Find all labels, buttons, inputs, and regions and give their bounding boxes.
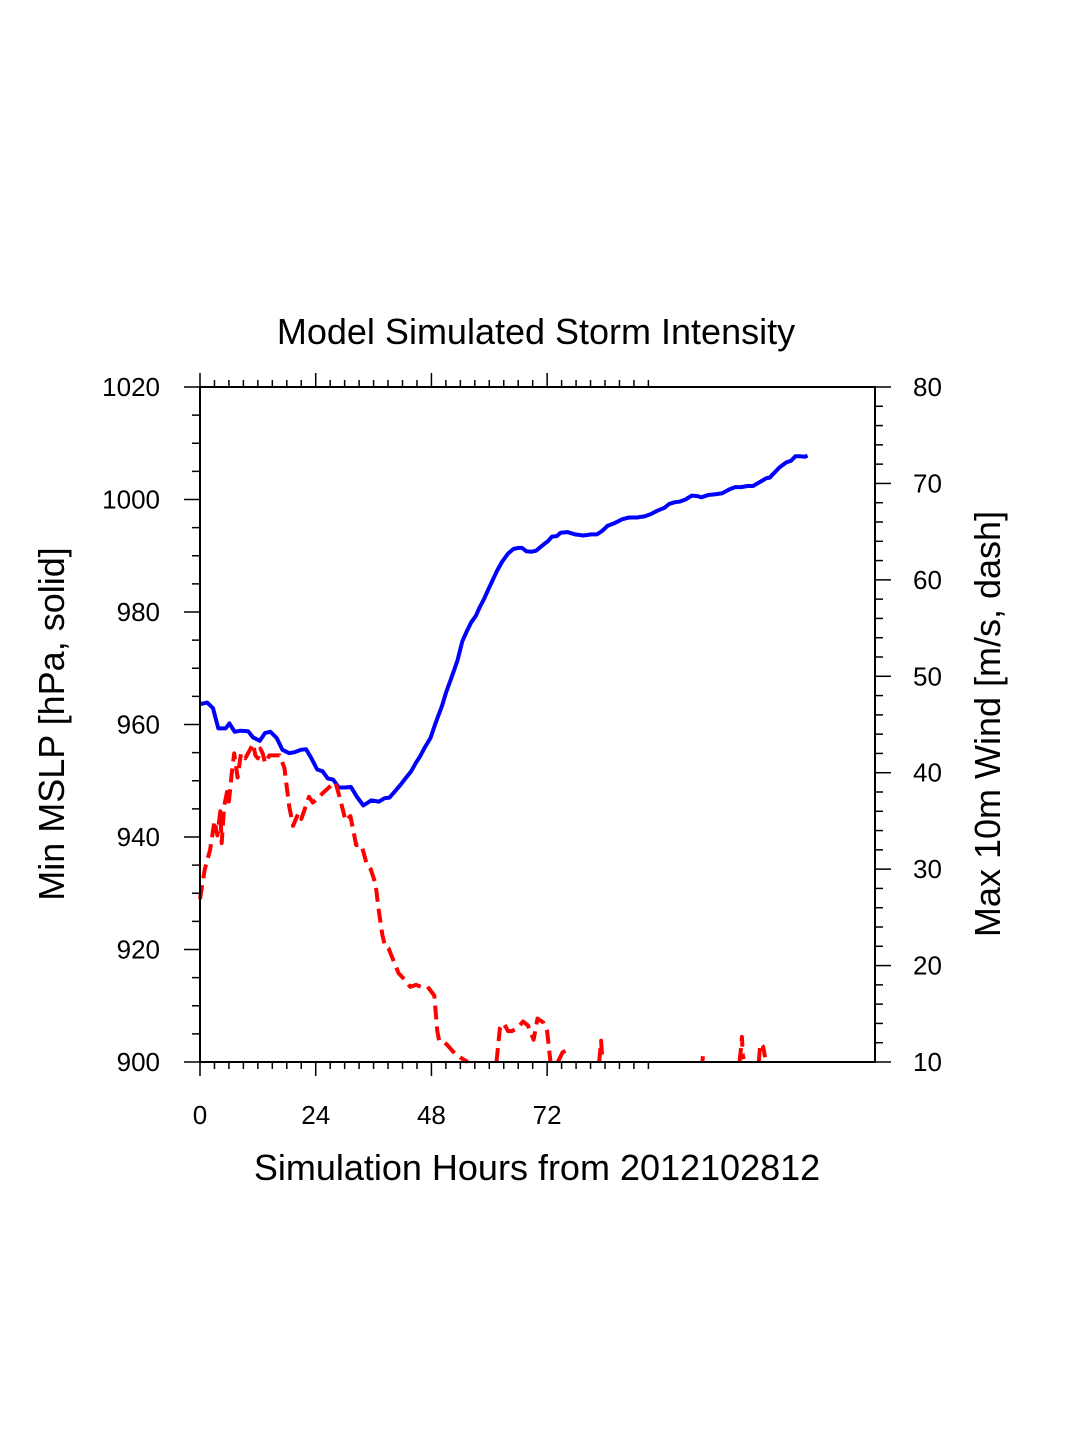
- max-wind-series-line: [556, 1048, 568, 1063]
- y-right-tick-label: 30: [913, 854, 942, 884]
- y-left-tick-label: 900: [117, 1047, 160, 1077]
- y-right-tick-label: 50: [913, 661, 942, 691]
- x-tick-label: 48: [417, 1100, 446, 1130]
- y-right-tick-label: 40: [913, 758, 942, 788]
- y-left-tick-label: 980: [117, 597, 160, 627]
- y-right-tick-label: 60: [913, 565, 942, 595]
- max-wind-series-line: [494, 1016, 553, 1063]
- plot-frame: [199, 386, 876, 1063]
- y-right-tick-label: 80: [913, 372, 942, 402]
- y-left-tick-label: 1000: [102, 485, 160, 515]
- y-left-tick-label: 920: [117, 935, 160, 965]
- max-wind-series-line: [756, 1041, 768, 1063]
- y-right-tick-label: 70: [913, 468, 942, 498]
- max-wind-series-line: [198, 741, 469, 1064]
- x-tick-label: 72: [533, 1100, 562, 1130]
- series-layer: [198, 453, 809, 1064]
- x-tick-label: 24: [301, 1100, 330, 1130]
- max-wind-series-line: [597, 1038, 605, 1063]
- y-left-tick-label: 960: [117, 710, 160, 740]
- axis-ticks: [184, 373, 891, 1076]
- x-axis-label: Simulation Hours from 2012102812: [254, 1147, 820, 1188]
- min-mslp-series-line: [199, 453, 809, 808]
- y-left-tick-label: 940: [117, 822, 160, 852]
- max-wind-series-line: [737, 1034, 746, 1063]
- y-left-tick-label: 1020: [102, 372, 160, 402]
- y-right-tick-label: 20: [913, 951, 942, 981]
- y-axis-left-label: Min MSLP [hPa, solid]: [31, 547, 72, 901]
- x-tick-label: 0: [193, 1100, 207, 1130]
- y-axis-right-label: Max 10m Wind [m/s, dash]: [967, 511, 1008, 937]
- y-right-tick-label: 10: [913, 1047, 942, 1077]
- axis-tick-labels: 0 24 48 72900920940960980100010201020304050…: [102, 372, 942, 1130]
- chart-title: Model Simulated Storm Intensity: [277, 311, 795, 352]
